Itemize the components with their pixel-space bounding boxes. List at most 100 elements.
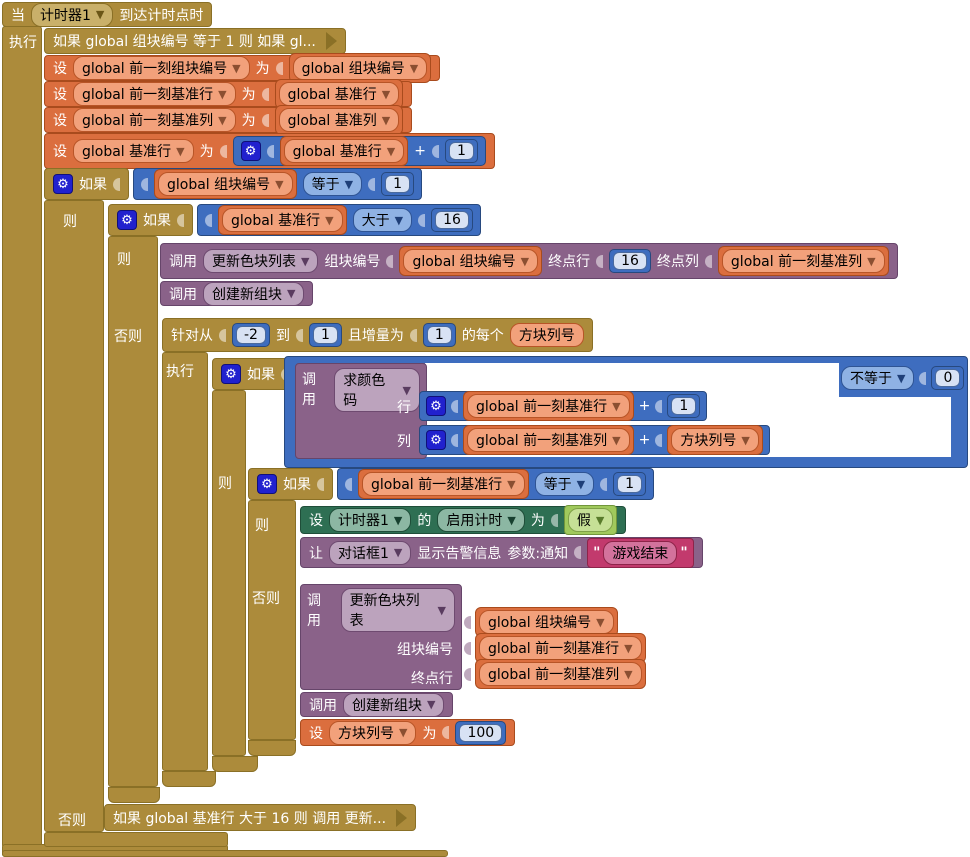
- if-block-outer-bottom[interactable]: [44, 832, 228, 847]
- getter-block[interactable]: global 前一刻基准列 ▼: [717, 246, 889, 276]
- if-block-4-bottom[interactable]: [248, 740, 296, 756]
- comparison-dropdown[interactable]: 等于 ▼: [534, 472, 595, 496]
- if-block-outer[interactable]: ⚙ 如果 global 组块编号 ▼ 等于 ▼ 1: [44, 168, 423, 200]
- condition-block[interactable]: global 前一刻基准行 ▼ 等于 ▼ 1: [337, 468, 655, 500]
- variable-dropdown[interactable]: global 前一刻组块编号 ▼: [73, 56, 250, 80]
- then-label: 则: [63, 214, 77, 230]
- variable-dropdown[interactable]: global 前一刻基准列 ▼: [73, 108, 236, 132]
- component-setter-block[interactable]: 设 计时器1 ▼ 的 启用计时 ▼ 为 假 ▼: [300, 505, 627, 535]
- event-block-body[interactable]: [2, 26, 42, 848]
- condition-block-large[interactable]: 调用 求颜色码 ▼ 行 列 ⚙ global 前一刻基准行 ▼ + 1 ⚙ glob…: [284, 356, 968, 468]
- component-method-block[interactable]: 让 对话框1 ▼ 显示告警信息 参数:通知 " 游戏结束 ": [300, 537, 703, 568]
- getter-block[interactable]: global 组块编号 ▼: [399, 246, 543, 276]
- gear-icon[interactable]: ⚙: [53, 174, 73, 194]
- gear-icon[interactable]: ⚙: [117, 210, 137, 230]
- condition-block[interactable]: global 组块编号 ▼ 等于 ▼ 1: [133, 168, 423, 200]
- socket: [655, 399, 663, 413]
- loop-variable-chip[interactable]: 方块列号: [509, 323, 584, 347]
- collapsed-if-block-top[interactable]: 如果 global 组块编号 等于 1 则 如果 gl...: [44, 28, 346, 54]
- collapsed-if-block-bottom[interactable]: 如果 global 基准行 大于 16 则 调用 更新...: [104, 804, 417, 831]
- property-dropdown[interactable]: 启用计时 ▼: [437, 508, 525, 532]
- if-block-4-body[interactable]: [248, 500, 296, 740]
- number-block[interactable]: 1: [422, 323, 456, 347]
- number-block[interactable]: 1: [613, 472, 647, 496]
- component-dropdown[interactable]: 计时器1 ▼: [329, 508, 412, 532]
- chevron-down-icon: ▼: [402, 383, 411, 397]
- set-variable-block[interactable]: 设 方块列号 ▼ 为 100: [300, 719, 516, 746]
- math-add-block[interactable]: ⚙ global 前一刻基准行 ▼ + 1: [419, 391, 708, 421]
- gear-icon[interactable]: ⚙: [240, 141, 261, 161]
- condition-block[interactable]: global 基准行 ▼ 大于 ▼ 16: [197, 204, 481, 236]
- text-value[interactable]: 游戏结束: [603, 540, 678, 565]
- number-block[interactable]: 100: [455, 720, 507, 745]
- gear-icon[interactable]: ⚙: [221, 364, 241, 384]
- number-block[interactable]: 16: [431, 208, 473, 232]
- getter-block[interactable]: 方块列号 ▼: [667, 425, 763, 455]
- variable-dropdown[interactable]: global 前一刻基准行 ▼: [73, 82, 236, 106]
- call-procedure-block[interactable]: 调用 更新色块列表 ▼ 组块编号 global 组块编号 ▼ 终点行 16 终点列 …: [160, 243, 898, 279]
- gear-icon[interactable]: ⚙: [426, 430, 446, 450]
- getter-block[interactable]: global 前一刻基准列 ▼: [463, 425, 634, 455]
- getter-block[interactable]: global 基准行 ▼: [218, 205, 347, 235]
- for-range-bottom[interactable]: [162, 771, 216, 787]
- if-block-outer-body[interactable]: [44, 200, 104, 832]
- call-procedure-block[interactable]: 调用 创建新组块 ▼: [160, 281, 314, 306]
- text-string-block[interactable]: " 游戏结束 ": [587, 537, 694, 568]
- else-label: 否则: [252, 591, 280, 607]
- getter-block[interactable]: global 组块编号 ▼: [475, 607, 618, 637]
- procedure-dropdown[interactable]: 创建新组块 ▼: [203, 281, 305, 306]
- logic-false-block[interactable]: 假 ▼: [563, 505, 618, 535]
- call-procedure-block[interactable]: 调用 更新色块列表▼ 组块编号 终点行 终点列: [300, 584, 462, 716]
- call-procedure-block[interactable]: 调用 创建新组块 ▼: [300, 692, 454, 717]
- if-block-2-bottom[interactable]: [108, 787, 160, 803]
- math-add-block[interactable]: ⚙ global 基准行 ▼ + 1: [232, 136, 486, 166]
- number-block[interactable]: 1: [381, 172, 415, 196]
- number-block[interactable]: 1: [308, 323, 342, 347]
- socket: [464, 641, 471, 655]
- comparison-dropdown[interactable]: 不等于 ▼: [841, 366, 915, 390]
- number-block[interactable]: 16: [609, 249, 651, 273]
- number-block[interactable]: 0: [931, 366, 965, 390]
- number-block[interactable]: 1: [444, 139, 478, 163]
- procedure-dropdown[interactable]: 创建新组块 ▼: [343, 692, 445, 717]
- chevron-down-icon: ▼: [612, 399, 621, 413]
- if-block-4[interactable]: ⚙ 如果 global 前一刻基准行 ▼ 等于 ▼ 1: [248, 468, 655, 500]
- getter-block[interactable]: global 前一刻基准行 ▼: [463, 391, 634, 421]
- set-variable-block[interactable]: 设 global 前一刻基准列 ▼ 为 global 基准列 ▼: [44, 105, 413, 135]
- if-block-2-body[interactable]: [108, 236, 158, 787]
- getter-block[interactable]: global 前一刻基准列 ▼: [475, 659, 646, 689]
- getter-block[interactable]: global 前一刻基准行 ▼: [358, 469, 529, 499]
- event-block-bottom-strip[interactable]: [2, 850, 448, 857]
- set-variable-block[interactable]: 设 global 基准行 ▼ 为 ⚙ global 基准行 ▼ + 1: [44, 133, 495, 169]
- comparison-dropdown[interactable]: 等于 ▼: [302, 172, 363, 196]
- set-variable-block[interactable]: 设 global 前一刻基准行 ▼ 为 global 基准行 ▼: [44, 79, 413, 109]
- gear-icon[interactable]: ⚙: [257, 474, 277, 494]
- getter-block[interactable]: global 前一刻基准行 ▼: [475, 633, 646, 663]
- component-dropdown[interactable]: 对话框1 ▼: [329, 540, 412, 565]
- procedure-dropdown[interactable]: 更新色块列表 ▼: [340, 588, 455, 632]
- variable-dropdown[interactable]: global 基准行 ▼: [73, 139, 194, 163]
- variable-dropdown[interactable]: 方块列号 ▼: [329, 720, 417, 745]
- math-add-block[interactable]: ⚙ global 前一刻基准列 ▼ + 方块列号 ▼: [419, 425, 770, 455]
- gear-icon[interactable]: ⚙: [426, 396, 446, 416]
- timer-dropdown[interactable]: 计时器1 ▼: [31, 2, 114, 27]
- if-block-3[interactable]: ⚙ 如果: [212, 358, 297, 390]
- for-range-body[interactable]: [162, 352, 208, 771]
- call-procedure-block[interactable]: 调用 求颜色码 ▼: [295, 363, 427, 459]
- getter-block[interactable]: global 基准行 ▼: [279, 136, 409, 166]
- getter-block[interactable]: global 基准列 ▼: [274, 105, 404, 135]
- comparison-dropdown[interactable]: 大于 ▼: [352, 208, 413, 232]
- number-block[interactable]: 1: [667, 394, 701, 418]
- for-range-block[interactable]: 针对从 -2 到 1 且增量为 1 的每个 方块列号: [162, 318, 593, 352]
- number-block[interactable]: -2: [232, 323, 270, 347]
- if-block-3-body[interactable]: [212, 390, 246, 756]
- procedure-dropdown[interactable]: 更新色块列表 ▼: [203, 249, 319, 273]
- event-block-header[interactable]: 当 计时器1 ▼ 到达计时点时: [2, 2, 213, 27]
- procedure-dropdown[interactable]: 求颜色码 ▼: [334, 368, 420, 412]
- if-block-3-bottom[interactable]: [212, 756, 258, 772]
- getter-block[interactable]: global 组块编号 ▼: [154, 169, 297, 199]
- chevron-down-icon: ▼: [576, 477, 586, 491]
- if-block-2[interactable]: ⚙ 如果 global 基准行 ▼ 大于 ▼ 16: [108, 204, 481, 236]
- set-variable-block[interactable]: 设 global 前一刻组块编号 ▼ 为 global 组块编号 ▼: [44, 53, 441, 83]
